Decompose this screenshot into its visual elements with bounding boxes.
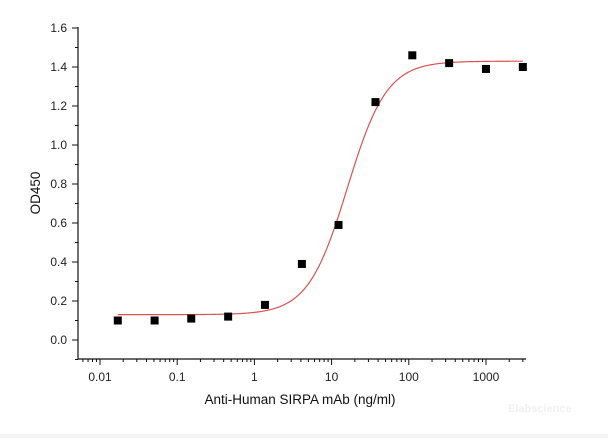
data-point [224, 312, 233, 321]
data-point [371, 98, 380, 107]
y-tick-label: 1.2 [50, 99, 67, 113]
y-axis-title: OD450 [28, 172, 43, 215]
bottom-border [0, 434, 608, 438]
data-point [518, 63, 527, 71]
x-tick-label: 100 [399, 370, 419, 384]
x-axis-ticks: 0.01 0.1 1 10 100 1000 [82, 359, 524, 384]
x-axis-title: Anti-Human SIRPA mAb (ng/ml) [204, 392, 395, 407]
x-tick-label: 10 [325, 370, 339, 384]
x-tick-label: 0.01 [88, 370, 112, 384]
y-tick-label: 0.0 [50, 333, 67, 347]
y-axis-ticks: 0.0 0.2 0.4 0.6 0.8 1.0 1.2 1.4 1.6 [50, 21, 78, 360]
data-point [334, 220, 343, 229]
data-point [445, 59, 454, 68]
y-tick-label: 0.2 [50, 294, 67, 308]
y-tick-label: 0.8 [50, 177, 67, 191]
data-point [482, 64, 490, 73]
data-point [113, 316, 122, 325]
y-tick-label: 0.6 [50, 216, 67, 230]
y-tick-label: 1.6 [50, 21, 67, 35]
data-point [260, 300, 269, 309]
y-tick-label: 0.4 [50, 255, 67, 269]
data-points [113, 51, 527, 325]
data-point [150, 316, 159, 325]
y-tick-label: 1.4 [50, 60, 67, 74]
data-point [187, 314, 196, 323]
x-tick-label: 1 [251, 370, 258, 384]
fit-curve [117, 60, 523, 316]
data-point [297, 259, 306, 268]
data-point [408, 51, 417, 60]
x-tick-label: 1000 [473, 370, 500, 384]
watermark: Elabscience [508, 403, 572, 415]
y-tick-label: 1.0 [50, 138, 67, 152]
x-tick-label: 0.1 [169, 370, 186, 384]
